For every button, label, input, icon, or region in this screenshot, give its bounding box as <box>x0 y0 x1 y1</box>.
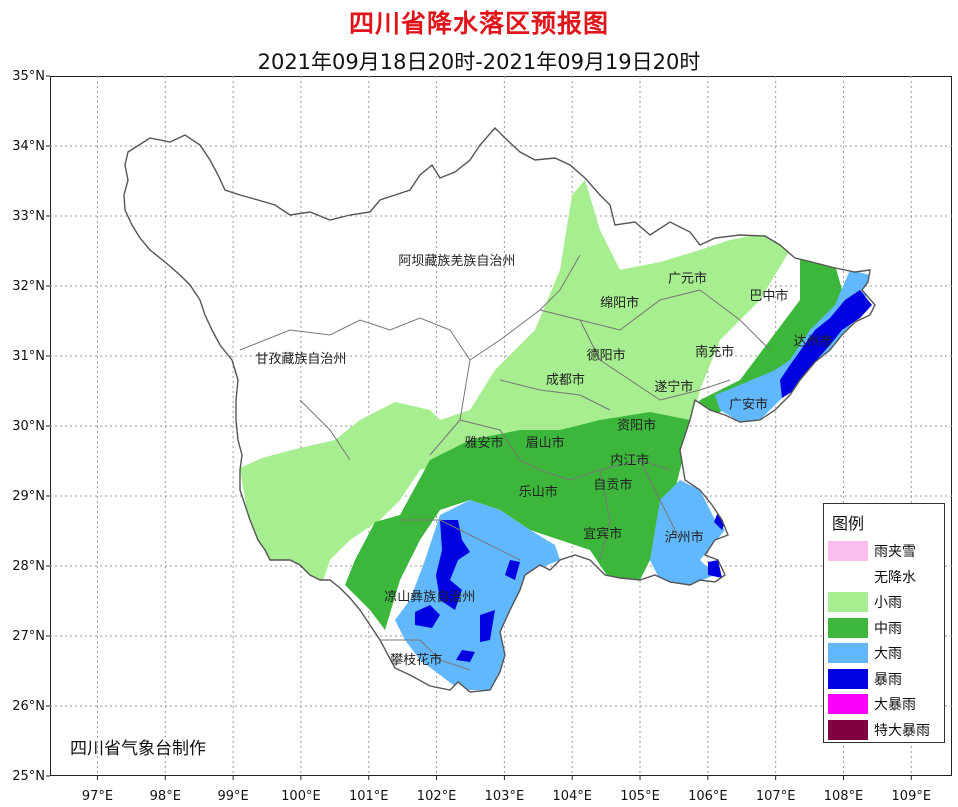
latitude-tick-label: 32°N <box>12 279 45 294</box>
legend-swatch <box>828 541 868 561</box>
latitude-tick-label: 26°N <box>12 699 45 714</box>
latitude-tick-label: 29°N <box>12 489 45 504</box>
legend-swatch <box>828 566 868 587</box>
region-label: 自贡市 <box>593 477 632 493</box>
longitude-tick-label: 102°E <box>417 789 457 804</box>
region-label: 德阳市 <box>587 348 626 364</box>
legend-swatch <box>828 719 868 740</box>
longitude-tick-label: 103°E <box>485 789 525 804</box>
region-label: 遂宁市 <box>654 379 693 395</box>
latitude-tick-label: 25°N <box>12 769 45 784</box>
legend-item: 特大暴雨 <box>828 719 930 741</box>
latitude-tick-label: 35°N <box>12 69 45 84</box>
region-label: 巴中市 <box>749 288 788 304</box>
region-label: 绵阳市 <box>600 295 639 311</box>
latitude-labels: 35°N 34°N 33°N 32°N 31°N 30°N 29°N 28°N 27°N 26°N… <box>12 69 50 784</box>
region-label: 雅安市 <box>465 435 504 451</box>
legend-swatch <box>828 668 868 689</box>
longitude-tick-label: 107°E <box>756 789 796 804</box>
legend-label: 无降水 <box>874 569 916 586</box>
legend-label: 大雨 <box>874 646 902 662</box>
legend-item: 大暴雨 <box>828 693 916 715</box>
legend-label: 中雨 <box>874 620 902 637</box>
legend-item: 暴雨 <box>828 668 902 690</box>
region-label: 乐山市 <box>519 484 558 500</box>
legend-swatch <box>828 617 868 638</box>
legend-item: 大雨 <box>828 642 902 664</box>
legend: 图例 雨夹雪无降水小雨中雨大雨暴雨大暴雨特大暴雨 <box>823 503 945 743</box>
latitude-tick-label: 31°N <box>12 349 45 364</box>
longitude-tick-label: 98°E <box>150 789 181 804</box>
region-label: 内江市 <box>610 453 649 469</box>
region-label: 攀枝花市 <box>390 652 442 668</box>
legend-item: 无降水 <box>828 566 916 588</box>
legend-title: 图例 <box>832 514 865 533</box>
latitude-tick-label: 30°N <box>12 419 45 434</box>
legend-label: 大暴雨 <box>874 697 916 713</box>
region-label: 宜宾市 <box>583 526 622 542</box>
legend-item: 小雨 <box>828 591 902 613</box>
region-label: 眉山市 <box>526 435 565 451</box>
moderate-rain-area <box>345 258 845 630</box>
longitude-tick-label: 100°E <box>281 789 321 804</box>
region-label: 广元市 <box>668 271 707 287</box>
longitude-labels: 97°E 98°E 99°E 100°E 101°E 102°E 103°E 104°E 105… <box>82 776 931 804</box>
region-label: 凉山彝族自治州 <box>384 589 475 605</box>
longitude-tick-label: 99°E <box>217 789 248 804</box>
map-title: 四川省降水落区预报图 <box>348 9 609 38</box>
region-label: 广安市 <box>729 397 768 413</box>
latitude-tick-label: 34°N <box>12 139 45 154</box>
city-boundaries <box>239 254 771 671</box>
legend-label: 雨夹雪 <box>874 544 916 560</box>
region-label: 甘孜藏族自治州 <box>255 351 346 367</box>
longitude-tick-label: 104°E <box>552 789 592 804</box>
legend-swatch <box>828 643 868 663</box>
longitude-tick-label: 106°E <box>688 789 728 804</box>
legend-label: 暴雨 <box>874 671 902 688</box>
longitude-tick-label: 101°E <box>349 789 389 804</box>
region-label: 达州市 <box>793 334 832 350</box>
legend-item: 雨夹雪 <box>828 540 916 562</box>
issuer-credit: 四川省气象台制作 <box>70 739 206 759</box>
legend-swatch <box>828 592 868 612</box>
precipitation-areas <box>240 180 872 690</box>
latitude-tick-label: 27°N <box>12 629 45 644</box>
longitude-tick-label: 108°E <box>824 789 864 804</box>
map-subtitle: 2021年09月18日20时-2021年09月19日20时 <box>257 50 701 74</box>
longitude-tick-label: 109°E <box>892 789 932 804</box>
region-label: 泸州市 <box>665 530 704 546</box>
latitude-tick-label: 33°N <box>12 209 45 224</box>
province-boundary <box>123 126 876 693</box>
heavy-rain-area <box>395 270 870 690</box>
region-label: 阿坝藏族羌族自治州 <box>398 253 515 269</box>
region-label: 南充市 <box>695 344 734 360</box>
light-rain-area <box>240 180 790 590</box>
legend-item: 中雨 <box>828 617 902 639</box>
region-label: 成都市 <box>546 372 585 388</box>
region-label: 资阳市 <box>617 418 656 434</box>
longitude-tick-label: 97°E <box>82 789 113 804</box>
longitude-tick-label: 105°E <box>620 789 660 804</box>
legend-label: 小雨 <box>874 595 902 611</box>
rainstorm-area <box>415 290 872 662</box>
legend-label: 特大暴雨 <box>874 722 930 739</box>
latitude-tick-label: 28°N <box>12 559 45 574</box>
legend-swatch <box>828 694 868 714</box>
